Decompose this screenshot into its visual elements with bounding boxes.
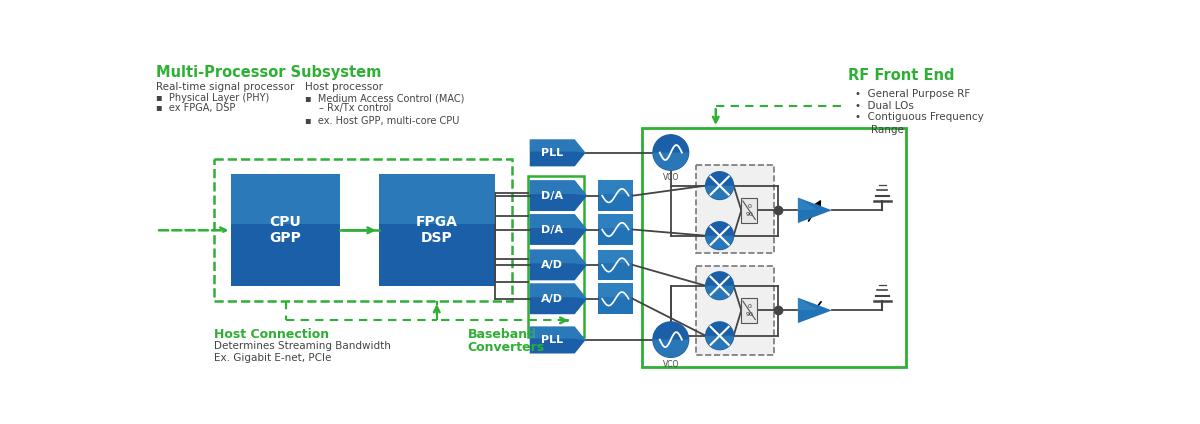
- Bar: [642, 128, 906, 367]
- Text: A/D: A/D: [541, 260, 563, 270]
- Polygon shape: [529, 326, 586, 354]
- Text: •  Contiguous Frequency: • Contiguous Frequency: [856, 112, 984, 123]
- Bar: [214, 159, 512, 301]
- Bar: [379, 174, 494, 224]
- Circle shape: [706, 172, 733, 199]
- Text: 0: 0: [748, 304, 751, 309]
- Text: Baseband: Baseband: [468, 328, 536, 341]
- Wedge shape: [653, 153, 689, 170]
- Text: FPGA
DSP: FPGA DSP: [416, 215, 457, 245]
- Text: ▪  ex FPGA, DSP: ▪ ex FPGA, DSP: [156, 103, 235, 113]
- Polygon shape: [798, 198, 817, 210]
- Text: 90: 90: [745, 312, 754, 318]
- Text: RF Front End: RF Front End: [847, 68, 954, 83]
- Circle shape: [653, 322, 689, 357]
- Text: ▪  ex. Host GPP, multi-core CPU: ▪ ex. Host GPP, multi-core CPU: [305, 116, 460, 126]
- Text: PLL: PLL: [541, 335, 563, 345]
- Circle shape: [706, 322, 733, 350]
- Text: •  Dual LOs: • Dual LOs: [856, 101, 914, 111]
- Text: 90: 90: [745, 212, 754, 218]
- Bar: [598, 180, 632, 194]
- Wedge shape: [706, 286, 733, 300]
- Polygon shape: [529, 139, 586, 153]
- Polygon shape: [529, 180, 587, 211]
- Text: ▪  Medium Access Control (MAC): ▪ Medium Access Control (MAC): [305, 93, 464, 103]
- Bar: [598, 214, 632, 245]
- Text: PLL: PLL: [541, 148, 563, 158]
- Text: •  General Purpose RF: • General Purpose RF: [856, 89, 971, 99]
- Polygon shape: [798, 198, 832, 223]
- Polygon shape: [529, 326, 586, 340]
- Polygon shape: [529, 250, 587, 280]
- Circle shape: [653, 135, 689, 170]
- Bar: [696, 266, 774, 355]
- Bar: [232, 174, 340, 224]
- Polygon shape: [529, 283, 587, 314]
- Text: A/D: A/D: [541, 294, 563, 304]
- Polygon shape: [798, 298, 817, 310]
- Text: Host Connection: Host Connection: [215, 328, 330, 341]
- Polygon shape: [529, 180, 587, 195]
- Bar: [598, 283, 632, 314]
- Wedge shape: [706, 236, 733, 250]
- Text: ▪  Physical Layer (PHY): ▪ Physical Layer (PHY): [156, 93, 270, 103]
- Polygon shape: [798, 298, 832, 323]
- Text: Range: Range: [871, 125, 904, 135]
- Bar: [598, 250, 632, 263]
- Text: 0: 0: [748, 204, 751, 209]
- Polygon shape: [529, 250, 587, 265]
- Polygon shape: [529, 214, 587, 229]
- Wedge shape: [653, 340, 689, 357]
- Text: Multi-Processor Subsystem: Multi-Processor Subsystem: [156, 65, 382, 80]
- Text: VCO: VCO: [662, 360, 679, 369]
- Bar: [232, 174, 340, 286]
- Text: D/A: D/A: [541, 225, 563, 234]
- Bar: [742, 298, 757, 323]
- Bar: [379, 174, 494, 286]
- Bar: [598, 250, 632, 280]
- Polygon shape: [529, 283, 587, 299]
- Bar: [742, 198, 757, 223]
- Polygon shape: [529, 214, 587, 245]
- Bar: [528, 176, 584, 338]
- Bar: [598, 180, 632, 211]
- Text: Host processor: Host processor: [305, 82, 383, 92]
- Text: Real-time signal processor: Real-time signal processor: [156, 82, 294, 92]
- Text: Converters: Converters: [468, 341, 545, 354]
- Circle shape: [706, 272, 733, 300]
- Polygon shape: [529, 139, 586, 166]
- Bar: [598, 214, 632, 228]
- Bar: [696, 165, 774, 254]
- Text: CPU
GPP: CPU GPP: [270, 215, 301, 245]
- Wedge shape: [706, 336, 733, 350]
- Text: VCO: VCO: [662, 173, 679, 182]
- Text: Ex. Gigabit E-net, PCIe: Ex. Gigabit E-net, PCIe: [215, 353, 331, 363]
- Bar: [598, 283, 632, 297]
- Circle shape: [706, 222, 733, 250]
- Text: Determines Streaming Bandwidth: Determines Streaming Bandwidth: [215, 341, 391, 351]
- Wedge shape: [706, 186, 733, 199]
- Text: – Rx/Tx control: – Rx/Tx control: [319, 103, 391, 113]
- Text: D/A: D/A: [541, 191, 563, 201]
